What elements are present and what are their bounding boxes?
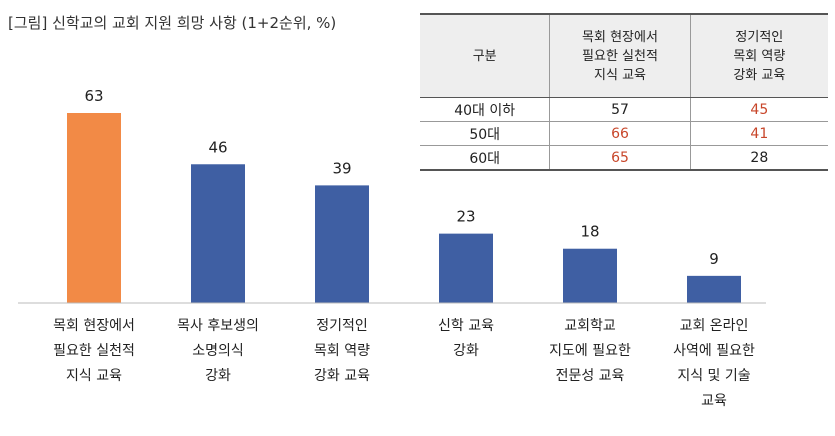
bar-3 — [315, 185, 369, 303]
header-practical-education: 목회 현장에서 필요한 실천적 지식 교육 — [549, 13, 691, 98]
age-breakdown-table: 구분 목회 현장에서 필요한 실천적 지식 교육 정기적인 목회 역량 강화 교… — [420, 13, 828, 171]
bar-5 — [563, 248, 617, 303]
cell-value: 66 — [549, 121, 691, 146]
value-label-2: 46 — [208, 138, 227, 156]
bars-group — [67, 113, 741, 303]
category-label-6: 교회 온라인 사역에 필요한 지식 및 기술 교육 — [673, 318, 755, 409]
category-label-4: 신학 교육 강화 — [438, 318, 494, 359]
row-label: 40대 이하 — [420, 97, 550, 122]
category-label-5: 교회학교 지도에 필요한 전문성 교육 — [549, 318, 631, 384]
category-label-2: 목사 후보생의 소명의식 강화 — [177, 318, 259, 384]
cell-value: 41 — [689, 121, 828, 146]
category-labels-group: 목회 현장에서 필요한 실천적 지식 교육 목사 후보생의 소명의식 강화 정기적인 목회 역… — [53, 318, 755, 409]
table-row: 40대 이하 57 45 — [420, 97, 828, 122]
value-label-6: 9 — [709, 250, 719, 268]
header-category: 구분 — [420, 13, 550, 98]
category-label-3: 정기적인 목회 역량 강화 교육 — [314, 318, 370, 384]
category-label-1: 목회 현장에서 필요한 실천적 지식 교육 — [53, 318, 135, 384]
value-label-3: 39 — [332, 159, 351, 177]
row-label: 60대 — [420, 145, 550, 171]
header-capacity-education: 정기적인 목회 역량 강화 교육 — [689, 13, 828, 98]
bar-1 — [67, 113, 121, 303]
table-row: 50대 66 41 — [420, 121, 828, 146]
table-row: 60대 65 28 — [420, 145, 828, 171]
bar-6 — [687, 275, 741, 303]
cell-value: 57 — [549, 97, 691, 122]
row-label: 50대 — [420, 121, 550, 146]
chart-title: [그림] 신학교의 교회 지원 희망 사항 (1+2순위, %) — [8, 14, 337, 32]
value-labels-group: 63 46 39 23 18 9 — [84, 87, 718, 268]
value-label-1: 63 — [84, 87, 103, 105]
cell-value: 28 — [689, 145, 828, 171]
cell-value: 45 — [689, 97, 828, 122]
value-label-4: 23 — [456, 208, 475, 226]
bar-4 — [439, 233, 493, 303]
value-label-5: 18 — [580, 223, 599, 241]
cell-value: 65 — [549, 145, 691, 171]
bar-2 — [191, 164, 245, 303]
table-header-row: 구분 목회 현장에서 필요한 실천적 지식 교육 정기적인 목회 역량 강화 교… — [420, 13, 828, 98]
